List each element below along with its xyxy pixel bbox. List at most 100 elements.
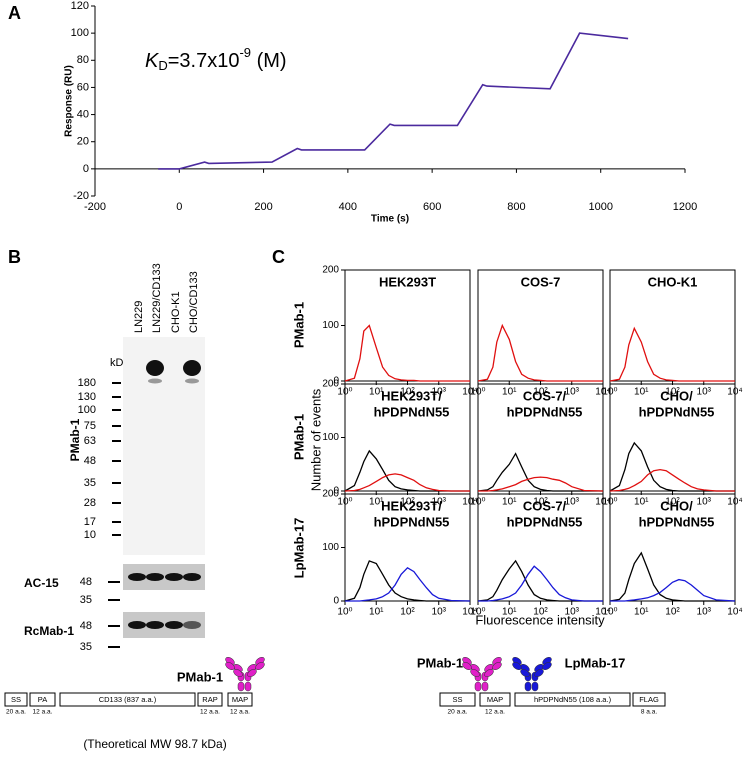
x-axis-title: Fluorescence intensity xyxy=(475,612,605,627)
domain-length: 20 a.a. xyxy=(6,709,26,716)
x-tick-label: 10¹ xyxy=(634,387,649,398)
data-line xyxy=(609,326,735,382)
marker-label: 180 xyxy=(78,377,96,389)
y-axis-title: Number of events xyxy=(308,388,323,491)
x-tick-label: 10³ xyxy=(697,497,712,508)
data-line xyxy=(478,476,604,492)
antibody-part xyxy=(481,681,489,692)
plot-title: hPDPNdN55 xyxy=(639,514,715,529)
panel-label: C xyxy=(272,247,285,267)
antibody-part xyxy=(255,661,265,671)
x-tick-label: 10² xyxy=(665,387,680,398)
band xyxy=(148,378,162,384)
domain-length: 20 a.a. xyxy=(448,709,468,716)
antibody-part xyxy=(225,661,235,671)
antibody-part xyxy=(247,668,257,678)
marker-label: 75 xyxy=(84,420,96,432)
antibody-part xyxy=(512,661,522,671)
data-line xyxy=(477,452,603,492)
x-tick-label: 200 xyxy=(254,201,272,213)
band xyxy=(183,573,201,581)
antibody-name: PMab-1 xyxy=(417,655,463,670)
marker-label: 48 xyxy=(84,455,96,467)
y-tick-label: 0 xyxy=(333,486,339,497)
domain-length: 12 a.a. xyxy=(485,709,505,716)
lane-label: LN229/CD133 xyxy=(151,263,163,333)
marker-label: 35 xyxy=(80,594,92,606)
plot-title: COS-7 xyxy=(521,274,561,289)
plot-title: HEK293T/ xyxy=(381,498,442,513)
band xyxy=(146,621,164,629)
domain-box xyxy=(479,692,511,707)
domain-name: CD133 (837 a.a.) xyxy=(99,695,157,704)
data-line xyxy=(478,565,603,602)
x-tick-label: 10¹ xyxy=(369,387,384,398)
x-tick-label: 0 xyxy=(176,201,182,213)
x-tick-label: 600 xyxy=(423,201,441,213)
marker-label: 10 xyxy=(84,529,96,541)
marker-label: 48 xyxy=(80,620,92,632)
y-tick-label: 20 xyxy=(77,136,89,148)
antibody-part xyxy=(470,668,480,678)
x-tick-label: 10² xyxy=(533,387,548,398)
band xyxy=(146,573,164,581)
antibody-part xyxy=(237,681,245,692)
x-tick-label: 10⁴ xyxy=(595,607,610,618)
y-tick-label: 100 xyxy=(322,542,339,553)
row-label: LpMab-17 xyxy=(291,518,306,579)
kd-part: =3.7x10 xyxy=(168,50,240,72)
antibody-name: PMab-1 xyxy=(177,669,223,684)
domain-name: hPDPNdN55 (108 a.a.) xyxy=(534,695,612,704)
panel-label: A xyxy=(8,3,21,23)
marker-label: 17 xyxy=(84,516,96,528)
x-tick-label: 10¹ xyxy=(634,497,649,508)
x-tick-label: 10⁰ xyxy=(470,607,485,618)
x-tick-label: 800 xyxy=(507,201,525,213)
plot-title: hPDPNdN55 xyxy=(374,514,450,529)
construct-note: (Theoretical MW 98.7 kDa) xyxy=(83,737,226,751)
x-tick-label: 10⁴ xyxy=(462,607,477,618)
data-line xyxy=(610,578,736,602)
antibody-icon xyxy=(225,656,265,692)
x-tick-label: 10³ xyxy=(697,387,712,398)
domain-name: SS xyxy=(452,695,462,704)
antibody-part xyxy=(474,681,482,692)
y-tick-label: 80 xyxy=(77,54,89,66)
y-axis-title: Response (RU) xyxy=(64,65,75,137)
data-line xyxy=(477,323,603,382)
marker-label: 63 xyxy=(84,435,96,447)
x-tick-label: 10² xyxy=(400,387,415,398)
plot-title: CHO-K1 xyxy=(648,274,698,289)
antibody-label: PMab-1 xyxy=(68,418,82,461)
x-tick-label: 10³ xyxy=(565,607,580,618)
panel-label: B xyxy=(8,247,21,267)
x-tick-label: 10¹ xyxy=(502,387,517,398)
x-tick-label: 10³ xyxy=(565,497,580,508)
antibody-label: RcMab-1 xyxy=(24,624,74,638)
domain-box xyxy=(514,692,631,707)
domain-box xyxy=(439,692,476,707)
marker-label: 35 xyxy=(80,641,92,653)
band xyxy=(165,621,183,629)
domain-length: 12 a.a. xyxy=(230,709,250,716)
x-tick-label: 10² xyxy=(533,607,548,618)
domain-name: SS xyxy=(11,695,21,704)
band xyxy=(128,573,146,581)
plot-title: HEK293T xyxy=(379,274,436,289)
band xyxy=(165,573,183,581)
y-tick-label: 120 xyxy=(71,0,89,12)
y-tick-label: 60 xyxy=(77,81,89,93)
domain-box xyxy=(632,692,666,707)
domain-name: PA xyxy=(38,695,47,704)
lane-label: LN229 xyxy=(133,301,145,333)
domain-length: 12 a.a. xyxy=(200,709,220,716)
data-line xyxy=(609,441,735,492)
lane-label: CHO-K1 xyxy=(170,291,182,333)
domain-length: 8 a.a. xyxy=(641,709,657,716)
antibody-part xyxy=(492,661,502,671)
domain-name: MAP xyxy=(232,695,248,704)
band xyxy=(128,621,146,629)
data-line xyxy=(344,560,470,602)
y-tick-label: 0 xyxy=(333,376,339,387)
